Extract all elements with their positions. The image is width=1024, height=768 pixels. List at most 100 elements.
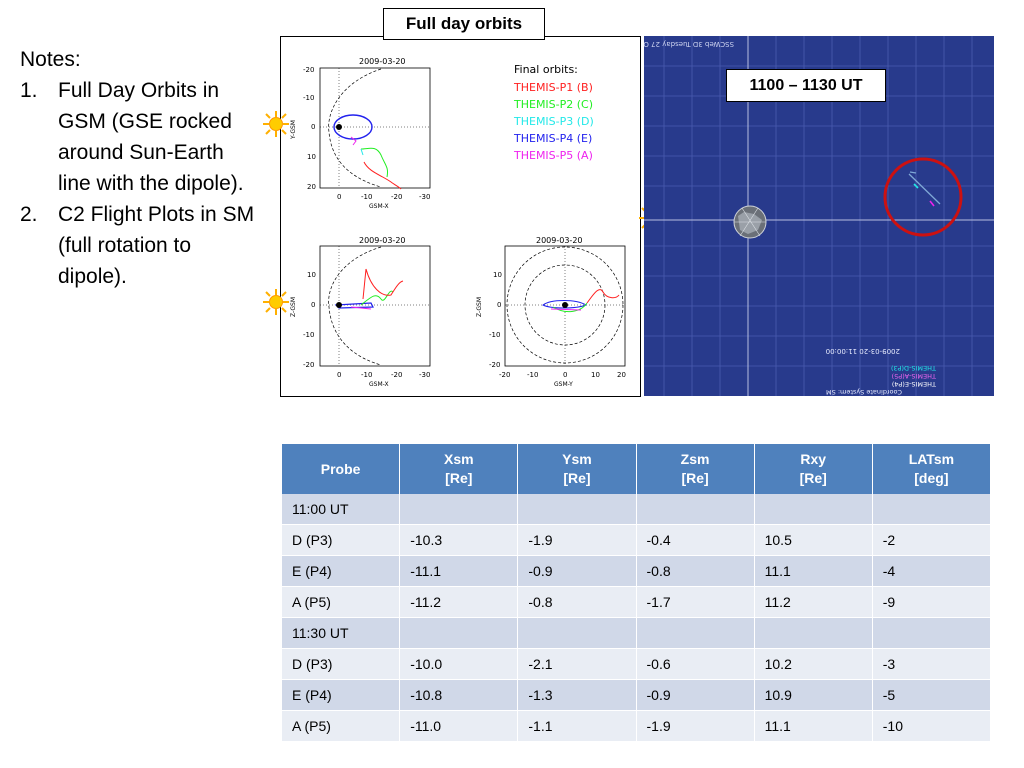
table-cell: 11.1 [754,710,873,742]
notes-heading: Notes: [20,48,81,71]
sscweb-coordinate-system: Coordinate System: SM [826,388,902,396]
top-plot-p5-orbit [350,136,357,146]
table-cell: A (P5) [282,710,401,742]
bl-ytick: 10 [307,271,316,279]
table-cell [754,494,873,525]
bl-plot-xticks: 0 -10 -20 -30 [337,371,430,379]
table-cell: -3 [872,648,990,680]
table-row: D (P3) -10.3 -1.9 -0.4 10.5 -2 [282,524,990,556]
br-plot-p2-orbit [552,302,588,313]
orbit-legend: Final orbits: THEMIS-P1 (B) THEMIS-P2 (C… [513,63,594,162]
table-cell: -1.3 [517,679,637,711]
legend-title: Final orbits: [514,63,578,76]
legend-item-p3: THEMIS-P3 (D) [513,115,594,128]
table-row: 11:30 UT [282,617,990,649]
table-cell [517,617,637,649]
table-cell: -0.6 [636,648,755,680]
table-cell [872,494,990,525]
top-plot-frame [319,67,431,189]
orbit-plots-panel: 2009-03-20 -20 -10 0 10 20 0 -10 -20 -30… [280,36,641,397]
top-plot-xticks: 0 -10 -20 -30 [337,193,430,201]
top-plot-p3-orbit [360,148,364,156]
col-header-xsm: Xsm [Re] [399,444,519,494]
table-row: A (P5) -11.2 -0.8 -1.7 11.2 -9 [282,586,990,618]
top-ytick: 0 [311,123,315,131]
table-cell: 10.9 [754,679,873,711]
table-cell [517,494,637,525]
table-cell: 11:30 UT [282,617,401,649]
table-cell: D (P3) [282,524,401,556]
table-cell: -9 [872,586,990,618]
br-plot-xlabel: GSM-Y [554,381,573,388]
table-cell: -11.2 [399,586,519,618]
bl-ytick: -20 [303,361,314,369]
table-cell: 11.1 [754,555,873,587]
probe-positions-table: Probe Xsm [Re] Ysm [Re] Zsm [Re] Rxy [Re] LA… [282,444,990,742]
table-cell: E (P4) [282,679,401,711]
bl-plot-magnetopause [328,246,382,366]
table-cell [399,617,519,649]
note-item-2: 2. C2 Flight Plots in SM (full rotation … [20,199,260,292]
top-plot-p2-orbit [360,147,388,178]
sscweb-timestamp: 2009-03-20 11:00:00 [826,347,900,355]
earth-globe [733,205,767,239]
col-header-rxy: Rxy [Re] [754,444,873,494]
note-number: 1. [20,79,38,102]
table-cell: -10.8 [399,679,519,711]
col-header-zsm: Zsm [Re] [636,444,755,494]
top-xtick: -10 [361,193,372,201]
notes-list: 1. Full Day Orbits in GSM (GSE rocked ar… [20,75,260,292]
bl-xtick: -30 [419,371,430,379]
table-row: A (P5) -11.0 -1.1 -1.9 11.1 -10 [282,710,990,742]
note-number: 2. [20,203,38,226]
bl-xtick: -20 [391,371,402,379]
br-xtick: 20 [617,371,626,379]
bl-plot-xlabel: GSM-X [369,381,389,388]
note-text: C2 Flight Plots in SM (full rotation to … [58,203,255,288]
highlight-circle [883,157,963,237]
table-cell: -10.0 [399,648,519,680]
br-plot-xticks: -20 -10 0 10 20 [499,371,626,379]
orbits-title-box: Full day orbits [383,8,545,40]
table-cell: -1.7 [636,586,755,618]
probe-trajectory-d-head [909,171,917,174]
table-cell: -0.9 [636,679,755,711]
table-row: E (P4) -10.8 -1.3 -0.9 10.9 -5 [282,679,990,711]
br-plot-p5-orbit [550,308,582,311]
sun-icon [262,288,290,316]
top-ytick: 10 [307,153,316,161]
table-row: E (P4) -11.1 -0.9 -0.8 11.1 -4 [282,555,990,587]
table-cell: A (P5) [282,586,401,618]
legend-item-p2: THEMIS-P2 (C) [513,98,593,111]
br-xtick: 10 [591,371,600,379]
table-cell: -10.3 [399,524,519,556]
sscweb-legend-e: THEMIS-E(P4) [892,380,937,388]
br-xtick: -10 [527,371,538,379]
br-plot-p1-orbit [586,289,620,304]
br-ytick: 0 [497,301,501,309]
col-header-ysm: Ysm [Re] [517,444,637,494]
table-cell: 11.2 [754,586,873,618]
table-cell: -1.1 [517,710,637,742]
notes-panel: Notes: 1. Full Day Orbits in GSM (GSE ro… [20,44,260,292]
top-xtick: -20 [391,193,402,201]
table-cell [872,617,990,649]
probe-trajectory-e [913,183,919,189]
bl-ytick: -10 [303,331,314,339]
note-text: Full Day Orbits in GSM (GSE rocked aroun… [58,79,244,195]
table-cell: -2 [872,524,990,556]
legend-item-p4: THEMIS-P4 (E) [513,132,592,145]
table-body: 11:00 UT D (P3) -10.3 -1.9 -0.4 10.5 -2 E (P4) -… [282,494,990,742]
top-plot-magnetopause [328,68,382,188]
legend-item-p1: THEMIS-P1 (B) [513,81,593,94]
table-cell: -0.8 [517,586,637,618]
top-ytick: -10 [303,94,314,102]
table-cell: 10.2 [754,648,873,680]
bl-plot-ylabel: Z-GSM [290,297,297,317]
col-header-latsm: LATsm [deg] [872,444,990,494]
top-plot-p1-orbit [363,161,402,190]
table-cell: -4 [872,555,990,587]
top-xtick: 0 [337,193,341,201]
sscweb-legend-a: THEMIS-A(P5) [892,372,937,380]
orbit-plots-svg: 2009-03-20 -20 -10 0 10 20 0 -10 -20 -30… [290,57,626,388]
